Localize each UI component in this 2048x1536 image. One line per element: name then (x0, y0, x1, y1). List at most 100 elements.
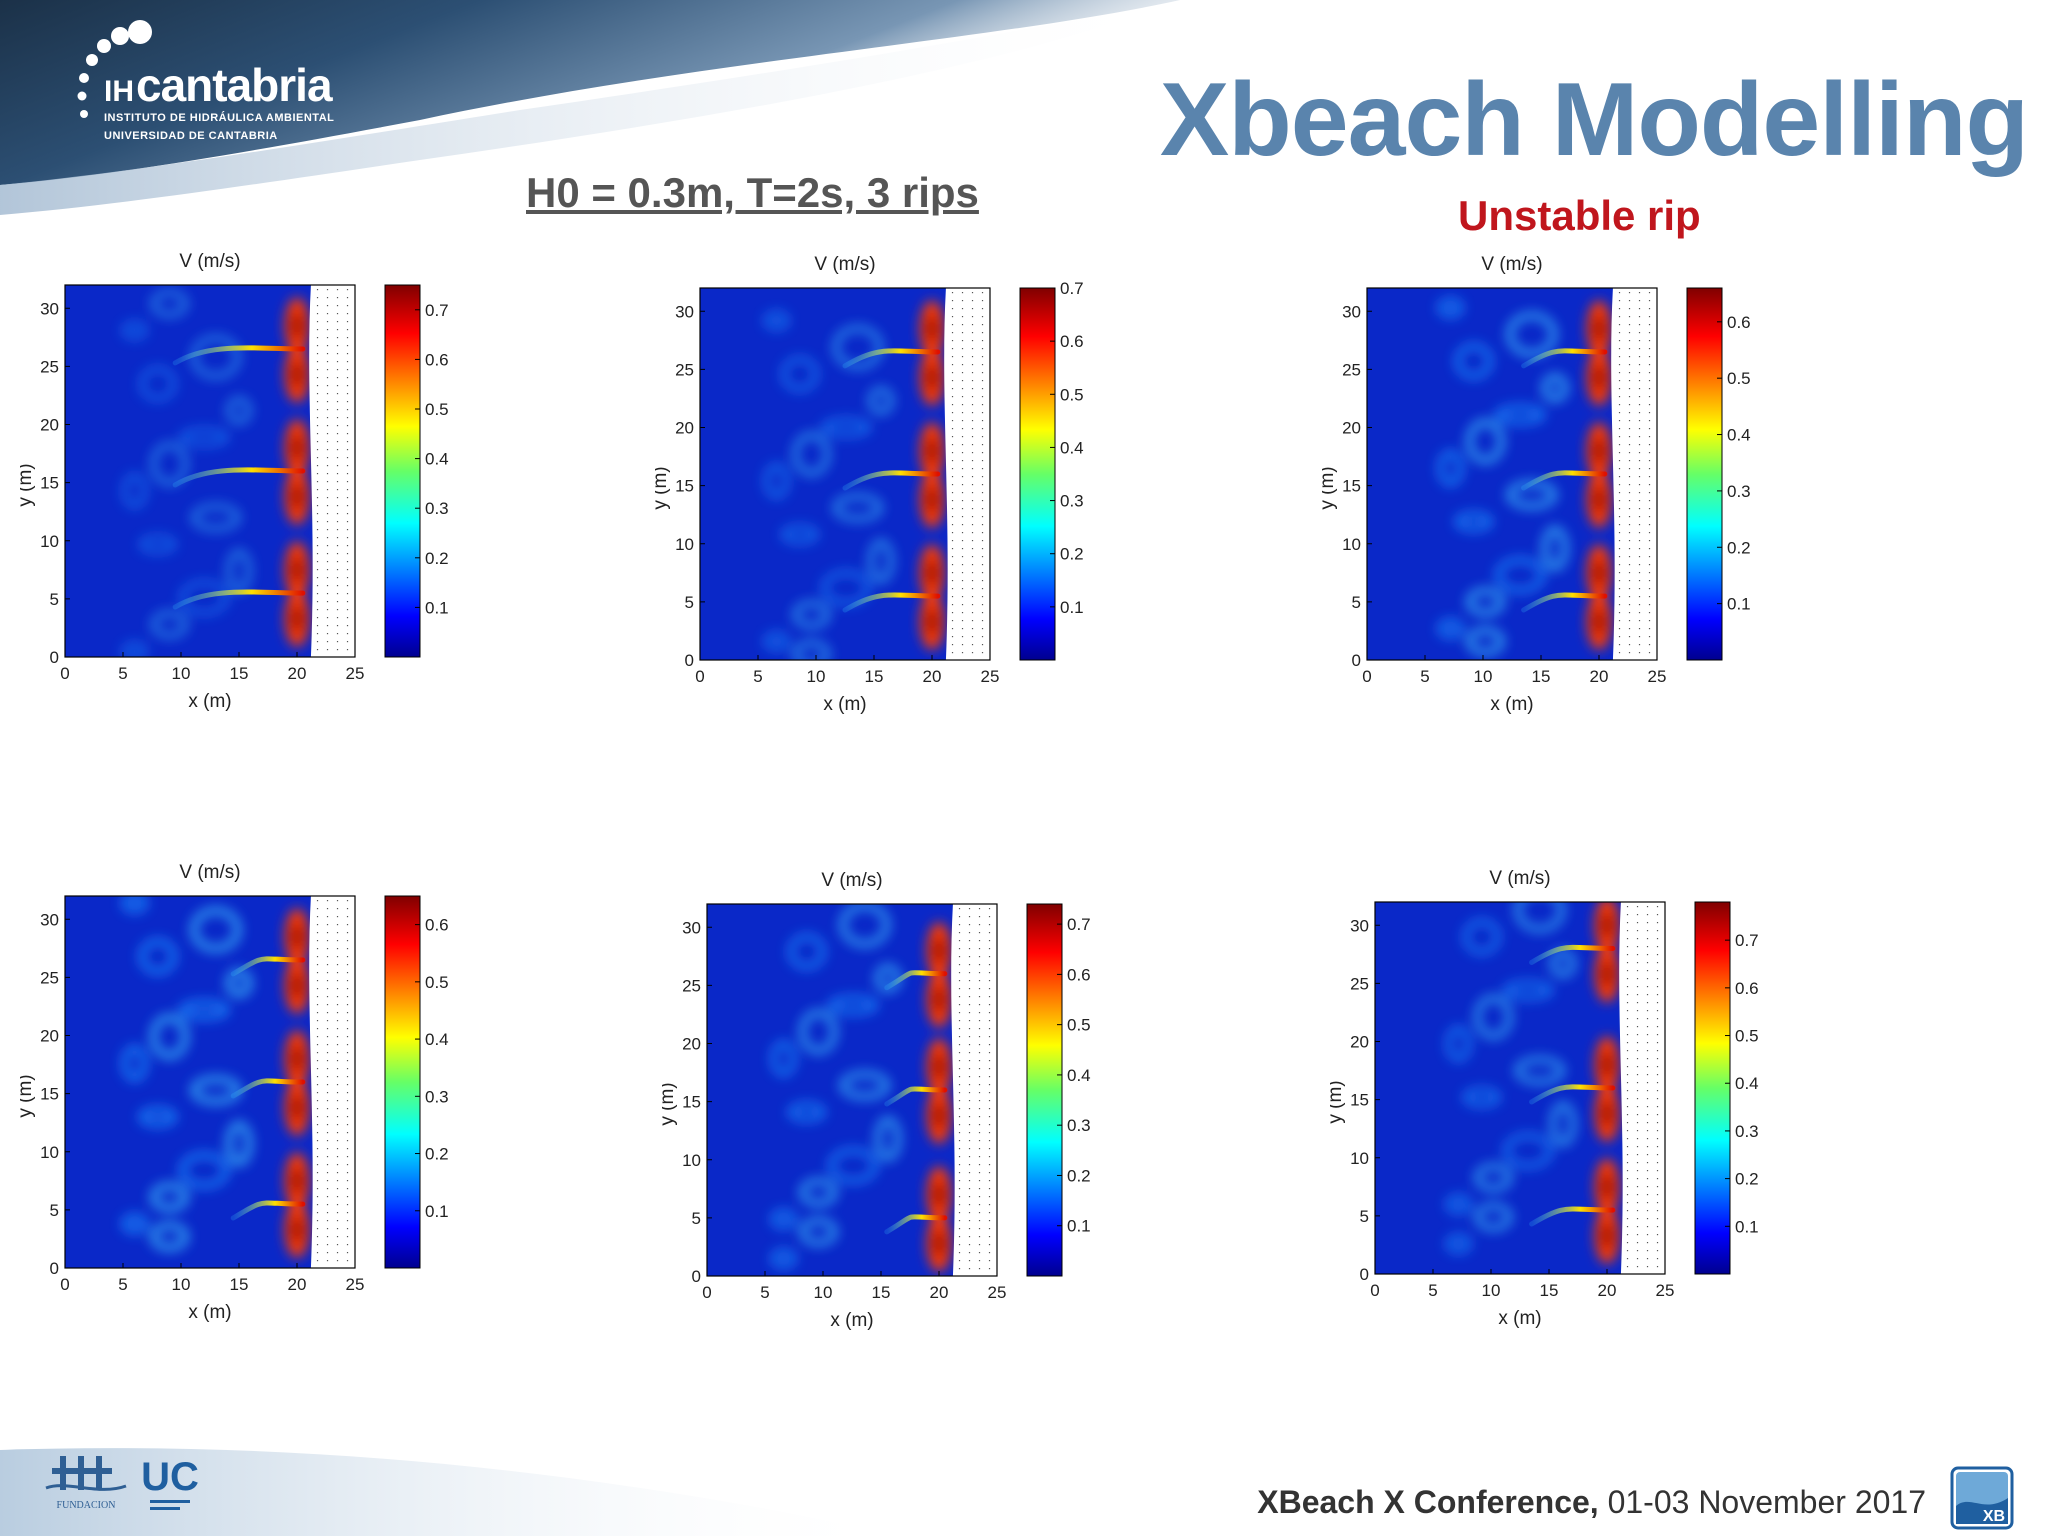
grid-dot (336, 1020, 339, 1022)
x-axis-label: x (m) (1498, 1308, 1541, 1329)
eddy-mark (763, 631, 790, 652)
eddy-mark (178, 999, 230, 1021)
grid-dot (1656, 1162, 1659, 1164)
grid-dot (336, 980, 339, 982)
hotspot-core (291, 311, 303, 340)
grid-dot (336, 1052, 339, 1054)
grid-dot (1638, 604, 1641, 606)
grid-dot (1618, 308, 1621, 310)
grid-dot (316, 900, 319, 902)
grid-dot (1636, 1170, 1639, 1172)
colorbar-tick-label: 0.6 (425, 350, 449, 369)
y-tick-label: 20 (40, 416, 59, 435)
grid-dot (958, 1172, 961, 1174)
grid-dot (326, 361, 329, 363)
plot-frame (64, 284, 356, 658)
grid-dot (1648, 428, 1651, 430)
grid-dot (316, 1140, 319, 1142)
grid-dot (961, 580, 964, 582)
colorbar-tick-label: 0.7 (1067, 915, 1091, 934)
grid-dot (951, 332, 954, 334)
grid-dot (961, 604, 964, 606)
grid-dot (1638, 436, 1641, 438)
grid-dot (1628, 652, 1631, 654)
grid-dot (968, 1268, 971, 1270)
grid-dot (1656, 1218, 1659, 1220)
grid-dot (346, 529, 349, 531)
grid-dot (981, 316, 984, 318)
eddy-mark (121, 1213, 148, 1235)
grid-dot (1646, 1090, 1649, 1092)
grid-dot (316, 1012, 319, 1014)
grid-dot (316, 305, 319, 307)
grid-dot (326, 1204, 329, 1206)
grid-dot (961, 524, 964, 526)
grid-dot (988, 1260, 991, 1262)
hotspot-core (926, 436, 938, 465)
grid-dot (316, 940, 319, 942)
grid-dot (346, 353, 349, 355)
grid-dot (346, 321, 349, 323)
grid-dot (316, 1084, 319, 1086)
grid-dot (1636, 1242, 1639, 1244)
grid-dot (316, 948, 319, 950)
grid-dot (951, 420, 954, 422)
grid-dot (968, 1260, 971, 1262)
grid-dot (316, 1164, 319, 1166)
grid-dot (346, 481, 349, 483)
grid-dot (981, 532, 984, 534)
grid-dot (316, 1092, 319, 1094)
grid-dot (958, 1076, 961, 1078)
grid-dot (988, 1252, 991, 1254)
grid-dot (336, 1036, 339, 1038)
grid-dot (336, 916, 339, 918)
grid-dot (1656, 1258, 1659, 1260)
grid-dot (1638, 516, 1641, 518)
grid-dot (346, 1236, 349, 1238)
x-tick-label: 0 (1362, 667, 1371, 686)
grid-dot (326, 329, 329, 331)
eddy-mark (190, 1075, 242, 1105)
colorbar-tick-label: 0.1 (1727, 595, 1751, 614)
grid-dot (951, 476, 954, 478)
grid-dot (346, 1076, 349, 1078)
grid-dot (951, 596, 954, 598)
colorbar-tick-label: 0.5 (1067, 1016, 1091, 1035)
grid-dot (1656, 1234, 1659, 1236)
eddy-mark (1445, 1233, 1472, 1254)
hotspot-core (1601, 911, 1613, 940)
colorbar (384, 284, 421, 658)
grid-dot (978, 1260, 981, 1262)
grid-dot (981, 388, 984, 390)
colorbar-tick-label: 0.4 (425, 1030, 449, 1049)
grid-dot (1638, 428, 1641, 430)
grid-dot (978, 908, 981, 910)
grid-dot (1628, 324, 1631, 326)
grid-dot (971, 476, 974, 478)
grid-dot (958, 1116, 961, 1118)
grid-dot (1656, 1138, 1659, 1140)
grid-dot (326, 425, 329, 427)
grid-dot (346, 625, 349, 627)
grid-dot (1618, 420, 1621, 422)
grid-dot (1618, 588, 1621, 590)
surf-zone (285, 908, 309, 1258)
grid-dot (336, 924, 339, 926)
eddy-mark (770, 1248, 797, 1269)
grid-dot (316, 529, 319, 531)
grid-dot (1636, 1154, 1639, 1156)
fundacion-logo: FUNDACION (45, 1456, 127, 1511)
grid-dot (971, 484, 974, 486)
grid-dot (316, 473, 319, 475)
grid-dot (346, 513, 349, 515)
grid-dot (346, 441, 349, 443)
x-tick-label: 5 (760, 1283, 769, 1302)
grid-dot (326, 417, 329, 419)
velocity-plot-3: V (m/s) 0 5 10 15 20 25 0 5 10 15 20 25 30 x (m) y (m) 0… (1322, 254, 1751, 715)
grid-dot (1626, 1114, 1629, 1116)
eddy-mark (150, 611, 188, 638)
eddy-mark (179, 427, 229, 447)
grid-dot (958, 948, 961, 950)
x-tick-label: 25 (1656, 1281, 1675, 1300)
grid-dot (346, 425, 349, 427)
